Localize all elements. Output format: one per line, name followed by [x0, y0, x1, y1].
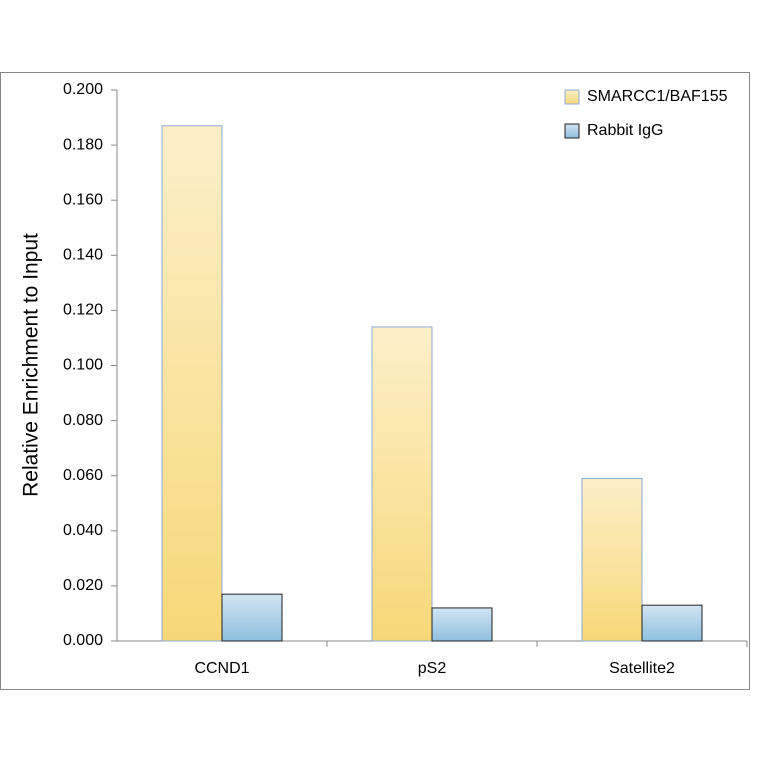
y-tick-label: 0.000: [63, 632, 103, 649]
legend-swatch: [564, 123, 580, 139]
y-tick-label: 0.060: [63, 467, 103, 484]
legend-label: Rabbit IgG: [587, 122, 663, 139]
bar: [221, 593, 283, 642]
y-tick-label: 0.180: [63, 136, 103, 153]
x-tick-label: CCND1: [194, 660, 249, 677]
bar: [641, 604, 703, 642]
y-tick-label: 0.080: [63, 412, 103, 429]
y-tick-label: 0.040: [63, 522, 103, 539]
legend-swatch: [564, 89, 580, 105]
x-tick-label: Satellite2: [609, 660, 675, 677]
y-tick-label: 0.120: [63, 302, 103, 319]
x-tick-label: pS2: [418, 660, 447, 677]
y-tick-label: 0.200: [63, 81, 103, 98]
bar: [161, 125, 223, 642]
y-tick-label: 0.140: [63, 247, 103, 264]
y-tick-label: 0.020: [63, 577, 103, 594]
y-tick-label: 0.100: [63, 357, 103, 374]
y-tick-label: 0.160: [63, 191, 103, 208]
bar: [371, 326, 433, 642]
bar: [431, 607, 493, 642]
bar: [581, 477, 643, 642]
y-axis-title: Relative Enrichment to Input: [20, 233, 43, 497]
legend-label: SMARCC1/BAF155: [587, 88, 728, 105]
